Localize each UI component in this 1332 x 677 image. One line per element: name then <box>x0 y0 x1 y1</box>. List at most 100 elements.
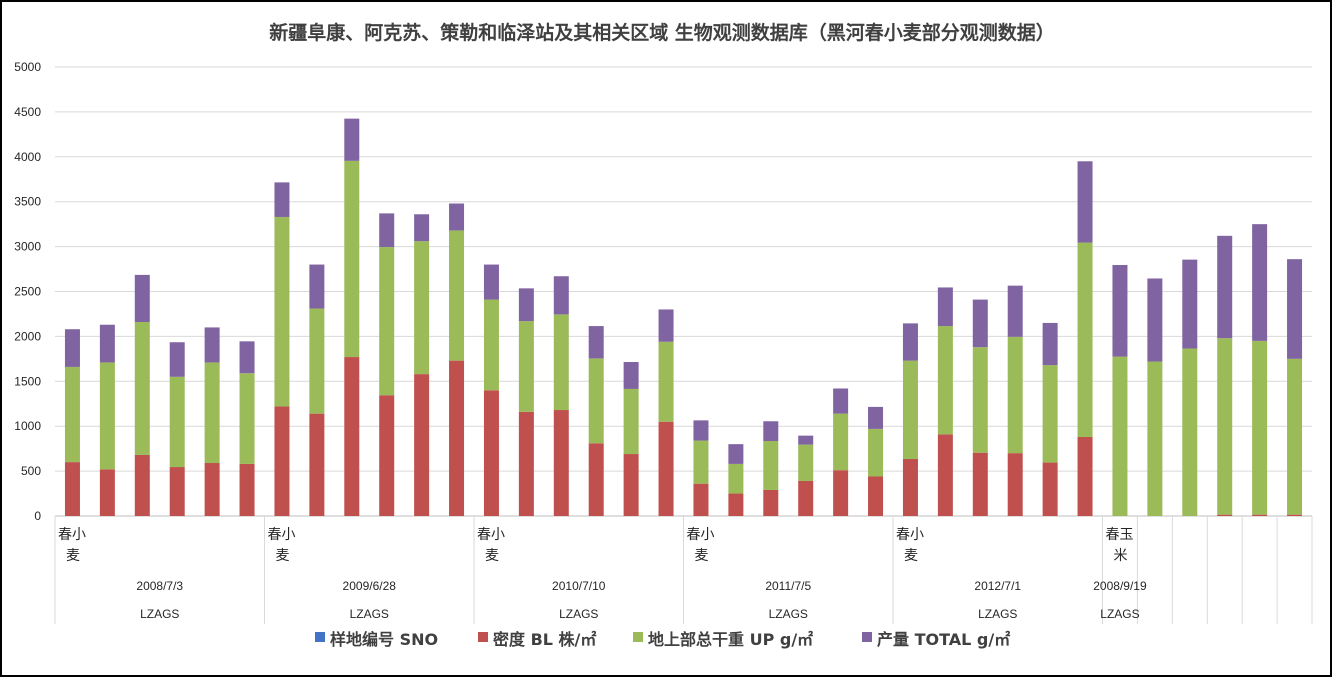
bar-up <box>309 308 325 414</box>
bar-up <box>588 358 604 444</box>
legend-label-up: 地上部总干重 UP g/㎡ <box>648 630 813 649</box>
bar-up <box>833 413 849 471</box>
bar-up <box>553 314 569 411</box>
legend-swatch-bl <box>478 632 488 642</box>
bar-up <box>1217 338 1233 515</box>
category-crop-label: 春小 <box>687 527 715 543</box>
bar-up <box>868 428 884 477</box>
bar-total <box>1287 259 1303 359</box>
bar-up <box>658 341 674 422</box>
legend-label-total: 产量 TOTAL g/㎡ <box>877 630 1010 649</box>
category-date-label: 2008/9/19 <box>1093 579 1147 593</box>
bar-bl <box>274 406 290 516</box>
bar-total <box>449 203 465 231</box>
bar-total <box>1042 322 1058 366</box>
bar-total <box>309 264 325 309</box>
bar-up <box>64 366 80 463</box>
bar-bl <box>449 360 465 516</box>
bar-up <box>169 376 185 468</box>
category-site-label: LZAGS <box>350 607 389 621</box>
bar-up <box>693 440 709 484</box>
bar-bl <box>1077 436 1093 516</box>
y-tick-label: 1500 <box>14 374 41 388</box>
y-tick-label: 4500 <box>14 105 41 119</box>
bar-total <box>204 327 220 363</box>
bar-up <box>483 299 499 391</box>
y-tick-label: 4000 <box>14 150 41 164</box>
y-tick-label: 2500 <box>14 285 41 299</box>
category-site-label: LZAGS <box>978 607 1017 621</box>
bar-up <box>1182 348 1198 516</box>
category-crop-label: 春小 <box>58 527 86 543</box>
bar-bl <box>344 357 360 516</box>
bar-up <box>1287 358 1303 515</box>
bar-up <box>518 321 534 412</box>
bar-total <box>588 326 604 359</box>
y-tick-label: 5000 <box>14 60 41 74</box>
bar-total <box>1077 161 1093 243</box>
category-date-label: 2009/6/28 <box>343 579 397 593</box>
bar-bl <box>693 483 709 516</box>
bar-up <box>204 362 220 464</box>
bar-total <box>1147 278 1163 362</box>
bar-total <box>134 274 150 323</box>
bar-up <box>1042 365 1058 463</box>
category-crop-label-cont: 麦 <box>485 548 499 564</box>
category-crop-label-cont: 麦 <box>904 548 918 564</box>
bar-up <box>972 347 988 453</box>
bar-total <box>414 214 430 242</box>
bar-bl <box>518 411 534 516</box>
bar-bl <box>623 454 639 516</box>
bar-up <box>902 360 918 459</box>
bar-bl <box>728 493 744 516</box>
bar-total <box>1217 235 1233 339</box>
bar-total <box>1252 224 1268 341</box>
bar-bl <box>169 467 185 516</box>
bar-bl <box>588 443 604 516</box>
y-tick-label: 2000 <box>14 329 41 343</box>
bar-total <box>169 342 185 377</box>
bar-total <box>379 213 395 248</box>
category-date-label: 2008/7/3 <box>136 579 183 593</box>
y-tick-label: 1000 <box>14 419 41 433</box>
bar-bl <box>798 480 814 516</box>
bar-total <box>728 444 744 464</box>
x-axis-categories: 春小麦 春小麦 春小麦 春小麦 春小麦 春玉米 2008/7/3 2009/6/28 2010/… <box>54 516 1313 624</box>
bar-total <box>553 276 569 315</box>
bar-bl <box>833 470 849 516</box>
bar-up <box>728 463 744 494</box>
bar-total <box>1182 259 1198 349</box>
bar-total <box>902 323 918 361</box>
bar-total <box>833 388 849 414</box>
bars <box>64 118 1303 516</box>
bar-total <box>344 118 360 161</box>
bar-bl <box>64 462 80 516</box>
category-crop-label: 春小 <box>896 527 924 543</box>
bar-bl <box>658 421 674 516</box>
bar-bl <box>414 374 430 516</box>
bar-up <box>1007 336 1023 454</box>
bar-total <box>972 299 988 348</box>
bar-total <box>99 324 115 363</box>
bar-bl <box>763 489 779 516</box>
bar-bl <box>1217 514 1233 516</box>
bar-total <box>239 341 255 374</box>
bar-total <box>518 288 534 322</box>
legend-label-bl: 密度 BL 株/㎡ <box>492 630 596 649</box>
bar-bl <box>1287 514 1303 516</box>
bar-bl <box>972 452 988 516</box>
bar-up <box>99 362 115 470</box>
bar-up <box>274 216 290 407</box>
y-tick-label: 3000 <box>14 240 41 254</box>
legend-swatch-sno <box>315 632 325 642</box>
category-crop-label-cont: 麦 <box>695 548 709 564</box>
y-axis-ticks: 0 500 1000 1500 2000 2500 3000 3500 4000 4500 5000 <box>14 60 41 523</box>
bar-bl <box>937 434 953 516</box>
bar-up <box>344 160 360 358</box>
bar-up <box>1147 361 1163 516</box>
bar-up <box>1112 356 1128 516</box>
bar-bl <box>204 463 220 516</box>
category-site-label: LZAGS <box>769 607 808 621</box>
bar-up <box>1252 340 1268 515</box>
